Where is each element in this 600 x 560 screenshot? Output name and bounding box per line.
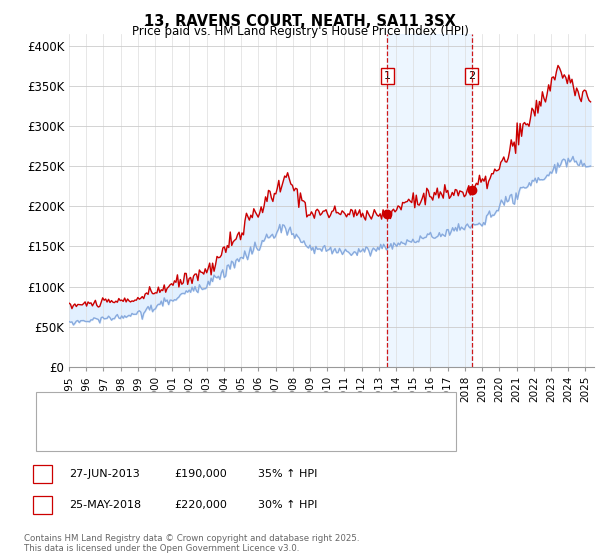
Text: 13, RAVENS COURT, NEATH, SA11 3SX (detached house): 13, RAVENS COURT, NEATH, SA11 3SX (detac… bbox=[69, 403, 363, 413]
Bar bbox=[388, 34, 472, 367]
Text: 1: 1 bbox=[384, 71, 391, 81]
Text: —: — bbox=[45, 399, 63, 417]
Text: 13, RAVENS COURT, NEATH, SA11 3SX: 13, RAVENS COURT, NEATH, SA11 3SX bbox=[144, 14, 456, 29]
Text: £190,000: £190,000 bbox=[174, 469, 227, 479]
Text: HPI: Average price, detached house, Neath Port Talbot: HPI: Average price, detached house, Neat… bbox=[69, 431, 352, 441]
Text: Price paid vs. HM Land Registry's House Price Index (HPI): Price paid vs. HM Land Registry's House … bbox=[131, 25, 469, 38]
Text: 35% ↑ HPI: 35% ↑ HPI bbox=[258, 469, 317, 479]
Text: 2: 2 bbox=[39, 500, 46, 510]
Text: 30% ↑ HPI: 30% ↑ HPI bbox=[258, 500, 317, 510]
Text: 2: 2 bbox=[468, 71, 475, 81]
Text: 27-JUN-2013: 27-JUN-2013 bbox=[69, 469, 140, 479]
Text: 1: 1 bbox=[39, 469, 46, 479]
Text: £220,000: £220,000 bbox=[174, 500, 227, 510]
Text: —: — bbox=[45, 427, 63, 445]
Text: Contains HM Land Registry data © Crown copyright and database right 2025.
This d: Contains HM Land Registry data © Crown c… bbox=[24, 534, 359, 553]
Text: 25-MAY-2018: 25-MAY-2018 bbox=[69, 500, 141, 510]
